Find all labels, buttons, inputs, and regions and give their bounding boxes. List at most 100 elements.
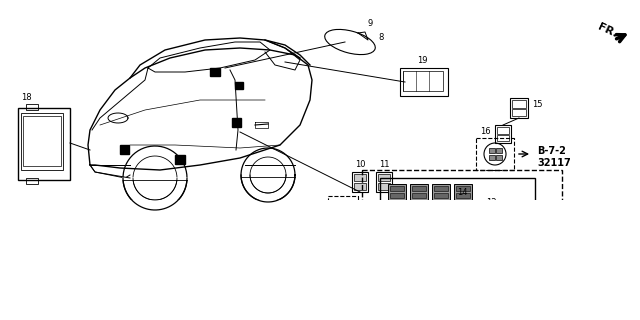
Bar — [403, 71, 443, 91]
Bar — [412, 206, 426, 211]
Bar — [390, 260, 404, 270]
Text: 7: 7 — [564, 296, 570, 305]
Bar — [496, 148, 502, 153]
Bar — [380, 178, 535, 268]
Bar — [0, 200, 640, 320]
Bar — [354, 183, 366, 190]
Bar — [444, 226, 462, 231]
Bar — [376, 172, 392, 192]
Bar — [482, 210, 500, 232]
Bar — [507, 231, 513, 238]
Bar — [388, 204, 406, 218]
Bar — [328, 196, 358, 222]
Bar — [42, 278, 54, 284]
Text: T7A4B1310: T7A4B1310 — [530, 305, 579, 314]
Bar — [510, 98, 528, 118]
Circle shape — [484, 143, 506, 165]
Bar — [416, 254, 434, 259]
Bar — [476, 138, 514, 170]
Bar — [390, 272, 404, 282]
Bar — [372, 272, 386, 282]
Bar — [335, 201, 351, 215]
Bar — [378, 174, 390, 181]
Bar — [390, 238, 404, 248]
Bar — [507, 222, 513, 229]
Bar — [457, 202, 467, 208]
Bar — [352, 172, 368, 192]
Bar — [497, 127, 509, 134]
Bar — [432, 184, 450, 200]
Text: 19: 19 — [417, 56, 428, 65]
Bar — [514, 222, 519, 229]
Bar — [416, 233, 434, 238]
Bar — [372, 260, 386, 270]
Bar — [343, 203, 348, 208]
Bar — [432, 204, 450, 218]
Bar — [434, 193, 448, 198]
Text: B-7-3: B-7-3 — [548, 250, 577, 260]
Bar — [390, 206, 404, 211]
Bar — [412, 186, 426, 191]
Text: 13: 13 — [523, 223, 534, 233]
Bar — [597, 233, 619, 251]
Bar — [337, 203, 342, 208]
Bar — [210, 68, 220, 76]
Text: B-7-2: B-7-2 — [270, 201, 299, 211]
Bar — [489, 155, 495, 160]
Bar — [21, 113, 63, 170]
Text: 9: 9 — [367, 19, 372, 28]
Bar — [412, 193, 426, 198]
Bar — [444, 254, 462, 259]
Bar — [175, 155, 185, 164]
Ellipse shape — [324, 29, 375, 55]
Text: 21: 21 — [523, 276, 533, 285]
Bar — [493, 212, 498, 220]
Bar — [484, 222, 491, 229]
Bar — [414, 245, 436, 261]
Text: 4: 4 — [364, 259, 369, 268]
Bar — [232, 118, 241, 127]
Bar — [505, 220, 521, 240]
Text: 3: 3 — [395, 225, 399, 234]
Bar — [442, 224, 464, 240]
Bar — [456, 186, 470, 191]
Bar — [594, 230, 624, 275]
Bar — [414, 224, 436, 240]
Bar — [388, 254, 406, 259]
Text: 32117: 32117 — [537, 158, 571, 168]
Bar — [434, 206, 448, 211]
Circle shape — [617, 270, 627, 280]
Bar — [493, 222, 498, 229]
Bar — [444, 233, 462, 238]
Bar — [26, 104, 38, 110]
Circle shape — [523, 263, 533, 273]
Bar — [354, 174, 366, 181]
Bar — [495, 125, 511, 143]
Text: 1: 1 — [584, 232, 589, 241]
Bar — [454, 184, 472, 200]
Text: 32117: 32117 — [270, 213, 304, 223]
Bar — [30, 230, 88, 280]
Bar — [372, 250, 386, 260]
Bar — [390, 186, 404, 191]
Bar — [444, 247, 462, 252]
Text: 10: 10 — [355, 160, 365, 169]
Bar — [390, 193, 404, 198]
Bar — [378, 183, 390, 190]
Bar — [390, 250, 404, 260]
Bar — [23, 116, 61, 166]
Bar — [410, 184, 428, 200]
Bar — [597, 253, 619, 271]
Bar — [434, 186, 448, 191]
Bar — [456, 206, 470, 211]
Bar — [416, 247, 434, 252]
Bar — [26, 178, 38, 184]
Text: 2: 2 — [364, 236, 369, 245]
Bar — [458, 263, 470, 273]
Bar — [388, 233, 406, 238]
Bar — [34, 234, 76, 270]
Bar — [120, 145, 129, 154]
Bar — [457, 210, 467, 216]
Bar — [38, 238, 70, 264]
Bar — [455, 248, 487, 278]
